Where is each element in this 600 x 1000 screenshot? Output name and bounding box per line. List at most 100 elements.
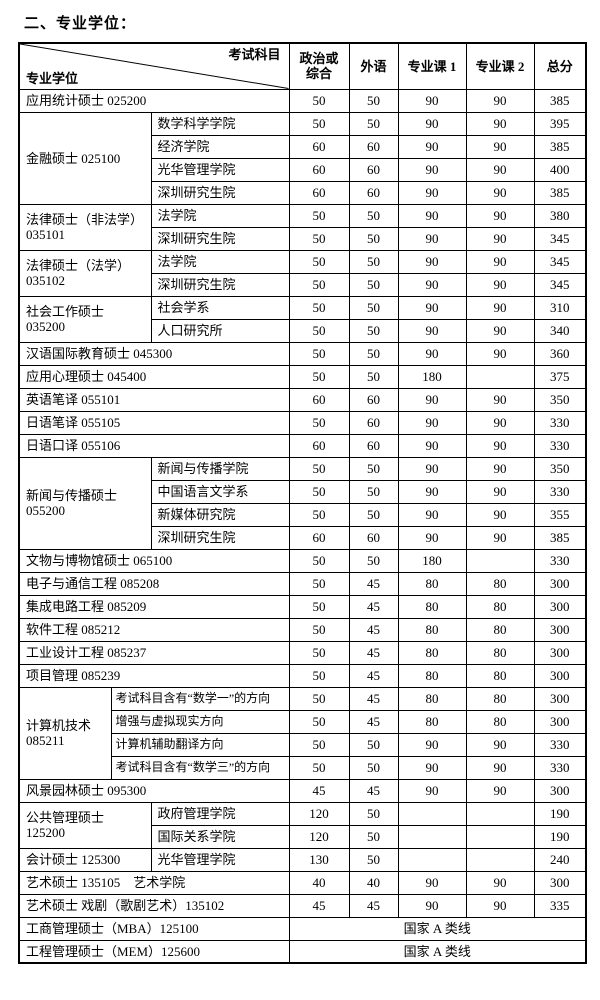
score-cell: 90 — [465, 387, 535, 412]
score-cell: 60 — [288, 134, 350, 159]
score-cell: 300 — [533, 663, 587, 688]
score-cell: 330 — [533, 548, 587, 573]
header-total-score: 总分 — [533, 42, 587, 90]
degree-name-cell: 风景园林硕士 095300 — [18, 778, 290, 803]
score-cell: 90 — [397, 295, 467, 320]
score-cell: 45 — [348, 640, 399, 665]
score-cell: 90 — [465, 755, 535, 780]
score-cell: 90 — [465, 410, 535, 435]
score-cell: 90 — [465, 456, 535, 481]
degree-name-cell: 项目管理 085239 — [18, 663, 290, 688]
score-cell: 50 — [348, 479, 399, 504]
score-cell: 50 — [348, 295, 399, 320]
table-row: 电子与通信工程 085208 50 45 80 80 300 — [18, 571, 587, 596]
score-cell: 45 — [288, 778, 350, 803]
score-cell: 60 — [348, 433, 399, 458]
degree-name-cell: 日语口译 055106 — [18, 433, 290, 458]
score-cell: 90 — [465, 249, 535, 274]
score-cell: 350 — [533, 387, 587, 412]
score-cell: 50 — [348, 801, 399, 826]
table-row: 深圳研究生院 50 50 90 90 345 — [19, 226, 587, 251]
score-cell: 330 — [533, 755, 587, 780]
table-row: 项目管理 085239 50 45 80 80 300 — [18, 663, 587, 688]
degree-name-cell: 公共管理硕士 125200 — [18, 801, 152, 849]
department-cell: 光华管理学院 — [150, 157, 290, 182]
score-cell: 60 — [288, 525, 350, 550]
department-cell: 深圳研究生院 — [150, 272, 290, 297]
score-cell: 60 — [288, 180, 350, 205]
header-politics-or-comprehensive: 政治或 综合 — [288, 42, 350, 90]
degree-name-cell: 应用心理硕士 045400 — [18, 364, 290, 389]
header-major-course-2: 专业课 2 — [465, 42, 535, 90]
score-cell: 90 — [397, 893, 467, 918]
score-cell: 50 — [288, 295, 350, 320]
score-cell: 90 — [397, 525, 467, 550]
score-cell: 45 — [348, 893, 399, 918]
score-cell: 90 — [465, 778, 535, 803]
score-cell: 90 — [465, 893, 535, 918]
table-row: 计算机技术 085211 考试科目含有“数学一”的方向 50 45 80 80 300 — [18, 686, 587, 780]
score-cell: 45 — [288, 893, 350, 918]
score-cell: 90 — [397, 88, 467, 113]
department-cell: 经济学院 — [150, 134, 290, 159]
table-row: 英语笔译 055101 60 60 90 90 350 — [18, 387, 587, 412]
department-cell: 中国语言文学系 — [150, 479, 290, 504]
score-cell: 45 — [348, 594, 399, 619]
score-cell: 130 — [288, 847, 350, 872]
score-cell: 50 — [288, 594, 350, 619]
score-cell: 80 — [397, 594, 467, 619]
score-cell: 50 — [348, 548, 399, 573]
score-cell: 50 — [288, 502, 350, 527]
score-cell: 90 — [465, 157, 535, 182]
direction-cell: 计算机辅助翻译方向 — [110, 732, 290, 757]
table-row: 日语笔译 055105 50 60 90 90 330 — [18, 410, 587, 435]
score-cell: 50 — [348, 341, 399, 366]
score-cell: 80 — [397, 686, 467, 711]
score-cell: 90 — [397, 203, 467, 228]
degree-name-cell: 金融硕士 025100 — [18, 111, 152, 205]
score-cell: 50 — [348, 364, 399, 389]
department-cell: 政府管理学院 — [150, 801, 290, 826]
score-cell: 60 — [348, 180, 399, 205]
score-cell: 50 — [288, 640, 350, 665]
score-cell: 90 — [465, 111, 535, 136]
score-cell: 50 — [348, 732, 399, 757]
table-row: 深圳研究生院 50 50 90 90 345 — [19, 272, 587, 297]
score-cell: 50 — [288, 456, 350, 481]
score-cell: 50 — [348, 249, 399, 274]
score-cell: 300 — [533, 617, 587, 642]
table-row: 软件工程 085212 50 45 80 80 300 — [18, 617, 587, 642]
department-cell: 光华管理学院 — [150, 847, 290, 872]
score-cell: 300 — [533, 870, 587, 895]
score-cell: 90 — [465, 318, 535, 343]
score-cell: 300 — [533, 640, 587, 665]
score-cell: 50 — [348, 88, 399, 113]
score-cell: 90 — [397, 226, 467, 251]
score-cell: 80 — [465, 640, 535, 665]
table-row: 风景园林硕士 095300 45 45 90 90 300 — [18, 778, 587, 803]
score-cell: 50 — [288, 341, 350, 366]
header-major-course-1: 专业课 1 — [397, 42, 467, 90]
score-cell: 90 — [397, 341, 467, 366]
degree-name-cell: 艺术硕士 135105 艺术学院 — [18, 870, 290, 895]
degree-name-cell: 工程管理硕士（MEM）125600 — [18, 939, 290, 964]
score-cell — [397, 801, 467, 826]
score-cell: 50 — [348, 755, 399, 780]
score-cell: 50 — [348, 502, 399, 527]
header-exam-subjects-label: 考试科目 — [228, 47, 281, 62]
direction-cell: 考试科目含有“数学三”的方向 — [110, 755, 290, 780]
score-cell: 60 — [348, 157, 399, 182]
table-row: 汉语国际教育硕士 045300 50 50 90 90 360 — [18, 341, 587, 366]
department-cell: 深圳研究生院 — [150, 525, 290, 550]
score-cell: 60 — [348, 387, 399, 412]
table-row: 工商管理硕士（MBA）125100 国家 A 类线 — [18, 916, 587, 941]
table-row: 艺术硕士 135105 艺术学院 40 40 90 90 300 — [18, 870, 587, 895]
score-cell: 50 — [348, 847, 399, 872]
score-cell: 90 — [397, 456, 467, 481]
score-cell — [465, 364, 535, 389]
score-cell: 50 — [288, 88, 350, 113]
score-cell: 90 — [465, 88, 535, 113]
score-cell: 50 — [288, 732, 350, 757]
score-cell: 385 — [533, 134, 587, 159]
score-cell: 90 — [465, 433, 535, 458]
